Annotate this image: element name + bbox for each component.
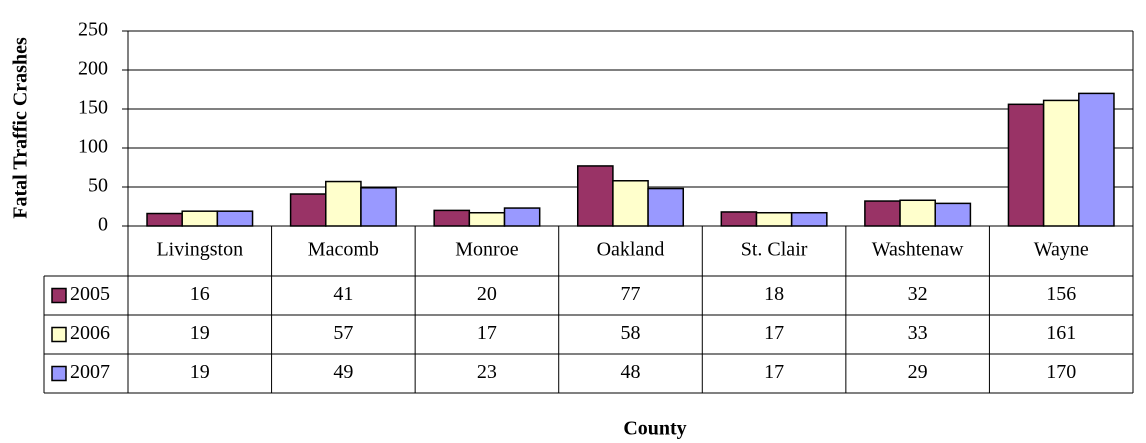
- table-value: 19: [190, 361, 210, 383]
- bar: [934, 202, 972, 227]
- y-tick-label: 50: [88, 175, 108, 197]
- category-label: Macomb: [308, 239, 379, 261]
- table-value: 33: [908, 322, 928, 344]
- bar: [755, 211, 793, 227]
- x-axis-label: County: [623, 418, 686, 440]
- bar: [1007, 103, 1045, 227]
- table-value: 49: [333, 361, 353, 383]
- bar: [289, 193, 327, 227]
- category-label: St. Clair: [741, 239, 808, 261]
- table-value: 29: [908, 361, 928, 383]
- table-value: 41: [333, 283, 353, 305]
- bar: [216, 210, 254, 227]
- category-label: Wayne: [1034, 239, 1089, 261]
- table-value: 17: [764, 361, 784, 383]
- bar: [146, 212, 183, 227]
- table-value: 23: [477, 361, 497, 383]
- legend-key: [51, 365, 67, 382]
- y-tick-label: 0: [98, 214, 108, 236]
- y-tick-label: 250: [78, 19, 108, 41]
- bar: [790, 211, 828, 227]
- category-label: Washtenaw: [872, 239, 964, 261]
- bar: [503, 207, 541, 227]
- table-value: 170: [1046, 361, 1076, 383]
- category-label: Monroe: [455, 239, 518, 261]
- y-tick-label: 150: [78, 97, 108, 119]
- legend-key: [51, 287, 67, 304]
- bar: [864, 200, 901, 227]
- table-value: 58: [621, 322, 641, 344]
- bar: [1042, 99, 1080, 227]
- table-value: 17: [764, 322, 784, 344]
- legend-key: [51, 326, 67, 343]
- table-value: 156: [1046, 283, 1076, 305]
- legend-label: 2005: [70, 283, 110, 305]
- bar: [720, 211, 758, 227]
- bar: [1078, 92, 1115, 227]
- table-value: 77: [621, 283, 641, 305]
- table-value: 57: [333, 322, 353, 344]
- y-tick-label: 100: [78, 136, 108, 158]
- bar: [899, 199, 936, 227]
- bar: [360, 187, 397, 227]
- table-value: 20: [477, 283, 497, 305]
- bar: [647, 187, 685, 227]
- bar: [181, 210, 219, 227]
- bar: [612, 180, 649, 227]
- category-label: Oakland: [597, 239, 665, 261]
- y-tick-label: 200: [78, 58, 108, 80]
- y-axis-label: Fatal Traffic Crashes: [10, 37, 32, 219]
- legend-label: 2006: [70, 322, 110, 344]
- table-value: 32: [908, 283, 928, 305]
- legend-label: 2007: [70, 361, 110, 383]
- table-value: 48: [621, 361, 641, 383]
- table-value: 17: [477, 322, 497, 344]
- bar: [433, 209, 471, 227]
- category-label: Livingston: [156, 239, 243, 261]
- bar: [576, 165, 614, 227]
- table-value: 161: [1046, 322, 1076, 344]
- table-value: 16: [190, 283, 210, 305]
- bar: [325, 180, 362, 227]
- table-value: 19: [190, 322, 210, 344]
- bar: [468, 211, 506, 227]
- table-value: 18: [764, 283, 784, 305]
